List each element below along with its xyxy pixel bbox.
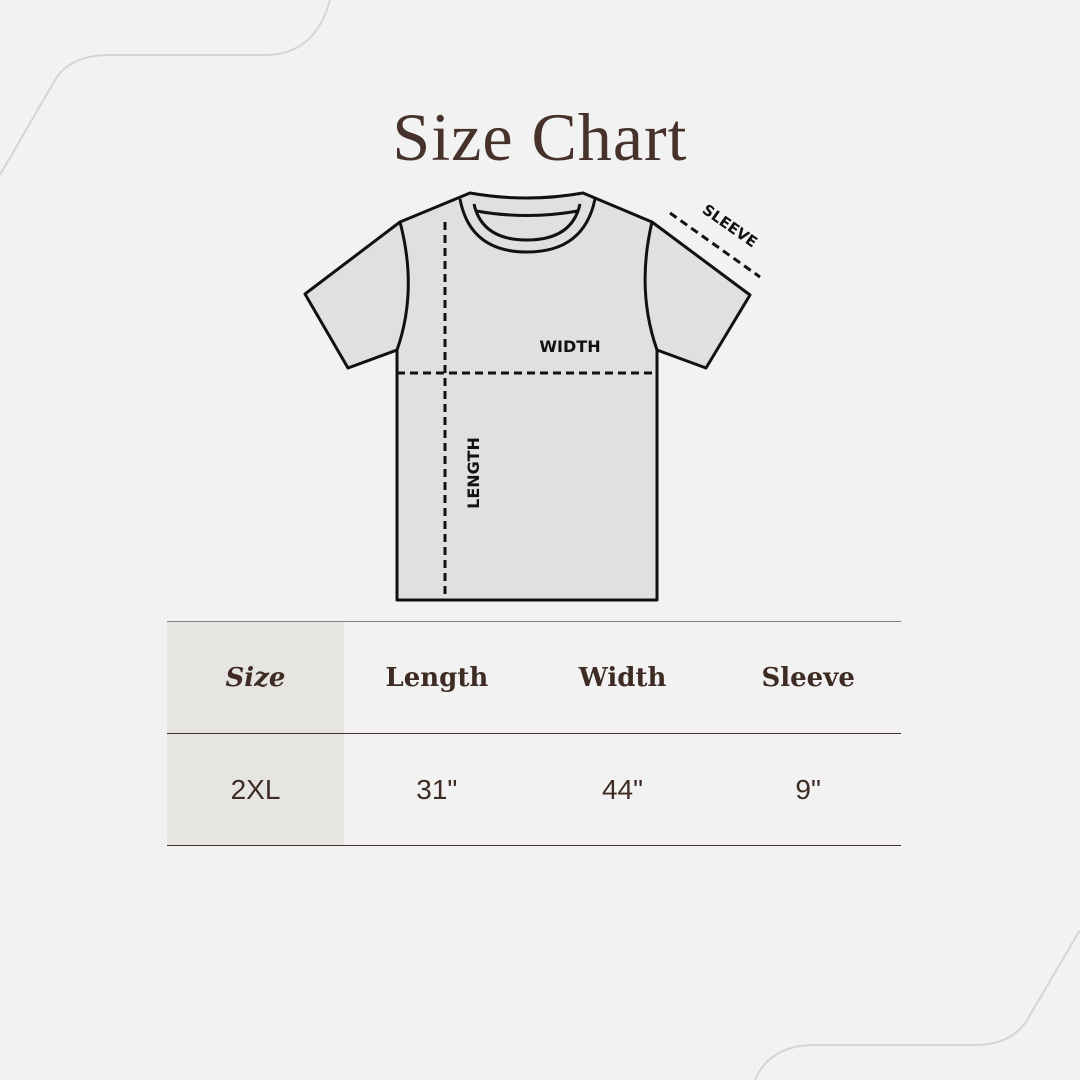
right-armhole [643,221,659,351]
cell-size: 2XL [167,734,344,845]
cell-width: 44" [601,773,644,805]
width-label: WIDTH [539,337,600,356]
tshirt-outline [303,191,752,602]
sleeve-measure-line [669,211,761,279]
header-sleeve: Sleeve [761,662,855,693]
table-header-row: Size Length Width Sleeve [167,622,901,734]
size-table: Size Length Width Sleeve 2XL 31" 44" 9" [167,621,901,846]
header-length: Length [385,662,489,693]
cell-length: 31" [416,773,458,805]
tshirt-diagram: WIDTH LENGTH SLEEVE [303,191,761,602]
length-label: LENGTH [464,437,483,509]
table-row: 2XL 31" 44" 9" [167,734,901,846]
left-armhole [395,221,410,351]
sleeve-label: SLEEVE [699,201,761,252]
header-width: Width [578,662,667,693]
collar-inner [472,203,582,242]
cell-sleeve: 9" [795,773,821,805]
header-size: Size [167,622,344,733]
page-title: Size Chart [392,99,688,175]
collar-outer [458,198,597,254]
